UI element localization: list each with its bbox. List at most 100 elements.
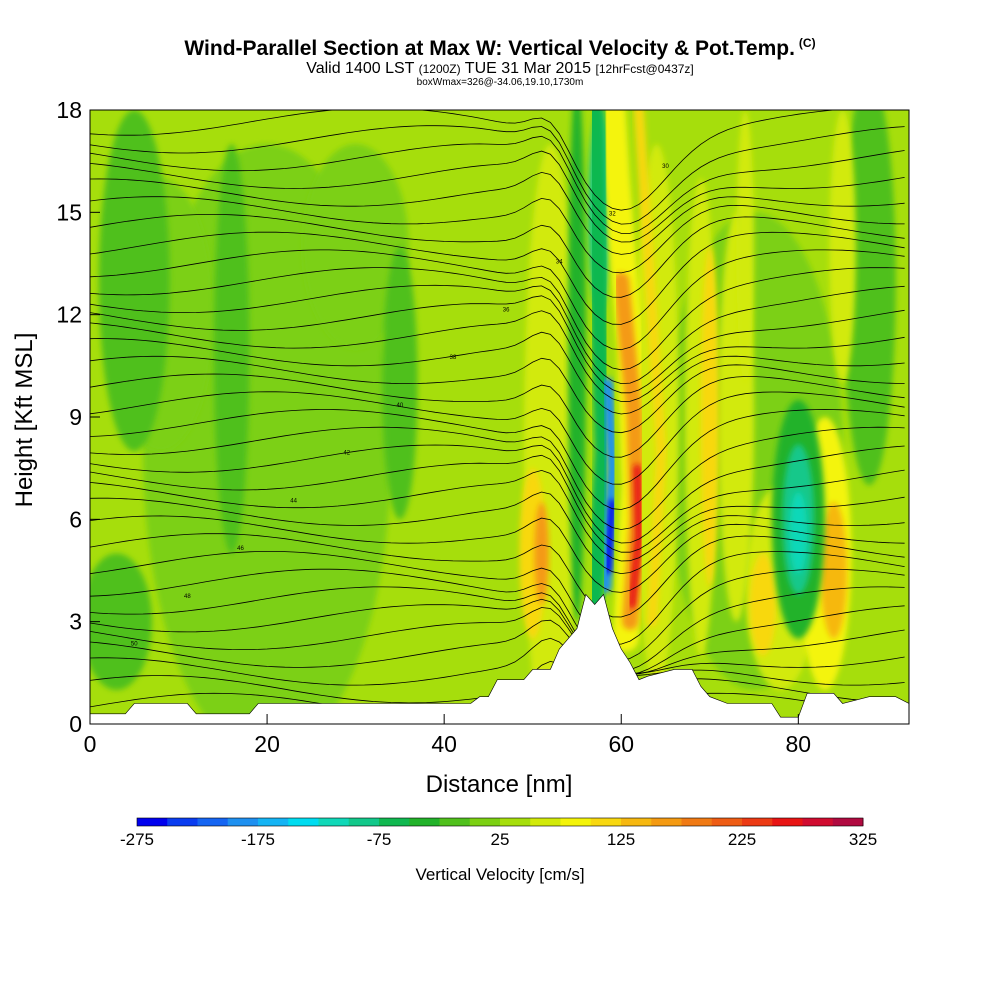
contour-label: 50 — [131, 642, 138, 648]
y-tick-label: 6 — [69, 506, 82, 532]
colorbar-swatch — [348, 818, 380, 826]
colorbar-swatch — [560, 818, 592, 826]
velocity-feature — [98, 110, 170, 452]
isentrope-line — [90, 491, 905, 575]
colorbar-swatch — [621, 818, 652, 826]
colorbar-swatch — [530, 818, 561, 826]
velocity-feature — [829, 110, 856, 383]
colorbar-swatch — [500, 818, 531, 826]
colorbar-label: 25 — [491, 830, 510, 849]
isentrope-line — [90, 196, 905, 274]
colorbar-swatch — [832, 818, 864, 826]
colorbar-label: -175 — [241, 830, 275, 849]
isentrope-line — [90, 249, 905, 351]
contour-label: 40 — [397, 403, 404, 409]
colorbar-swatch — [711, 818, 743, 826]
isentrope-line — [90, 231, 905, 325]
isentrope-line — [90, 295, 905, 394]
contour-label: 44 — [290, 498, 297, 504]
colorbar-swatch — [379, 818, 410, 826]
colorbar-swatch — [469, 818, 501, 826]
isentrope-line — [90, 310, 905, 402]
isentrope-line — [90, 551, 905, 645]
isentrope-line — [90, 409, 905, 510]
isentrope-line — [90, 267, 905, 371]
isentrope-line — [90, 454, 905, 553]
valid-prefix: Valid 1400 LST — [306, 60, 415, 77]
colorbar-swatch — [802, 818, 834, 826]
contour-label: 46 — [237, 546, 244, 552]
colorbar-title: Vertical Velocity [cm/s] — [415, 865, 584, 884]
title-mark: (C) — [798, 36, 816, 50]
isentrope-line — [90, 135, 905, 234]
velocity-feature — [700, 246, 719, 588]
colorbar-swatch — [137, 818, 168, 826]
updraft-max — [627, 464, 644, 609]
isentrope-line — [90, 469, 905, 562]
colorbar-swatch — [742, 818, 773, 826]
velocity-feature — [736, 110, 755, 383]
colorbar-label: 125 — [607, 830, 635, 849]
colorbar-swatch — [318, 818, 350, 826]
isentrope-line — [90, 607, 905, 675]
y-tick-label: 12 — [56, 302, 82, 328]
isentrope-line — [90, 568, 905, 662]
colorbar-swatch — [409, 818, 440, 826]
colorbar-swatch — [651, 818, 682, 826]
colorbar-swatch — [590, 818, 622, 826]
colorbar-swatch — [288, 818, 319, 826]
velocity-feature — [842, 110, 896, 486]
colorbar-frame — [136, 817, 864, 827]
downdraft-max — [605, 499, 616, 574]
colorbar-swatch — [258, 818, 289, 826]
isentrope-line — [90, 533, 905, 618]
valid-date: TUE 31 Mar 2015 — [464, 60, 592, 77]
velocity-feature — [213, 144, 250, 554]
title-text: Wind-Parallel Section at Max W: Vertical… — [184, 37, 795, 60]
colorbar: -275 -175 -75 25 125 225 325 — [120, 817, 877, 849]
x-tick-label: 60 — [608, 731, 634, 757]
y-axis-title: Height [Kft MSL] — [11, 333, 38, 508]
velocity-feature — [382, 246, 418, 520]
contour-label: 32 — [609, 212, 616, 218]
forecast-info: [12hrFcst@0437z] — [595, 62, 694, 76]
x-tick-label: 20 — [254, 731, 280, 757]
y-tick-label: 9 — [69, 404, 82, 430]
isentrope-line — [90, 125, 905, 225]
updraft-band — [634, 110, 667, 627]
x-tick-label: 0 — [84, 731, 97, 757]
valid-zulu: (1200Z) — [418, 62, 461, 76]
isentrope-line — [90, 150, 905, 243]
isentrope-line — [90, 619, 905, 674]
colorbar-swatch — [772, 818, 803, 826]
y-tick-label: 3 — [69, 609, 82, 635]
contour-label: 42 — [343, 451, 350, 457]
contour-label: 38 — [450, 355, 457, 361]
contour-label: 48 — [184, 594, 191, 600]
velocity-feature — [749, 553, 777, 656]
contour-label: 30 — [662, 164, 669, 170]
downdraft-band — [585, 110, 613, 614]
isentrope-line — [90, 586, 905, 672]
colorbar-swatch — [227, 818, 259, 826]
x-axis-title: Distance [nm] — [426, 771, 573, 798]
x-tick-label: 40 — [431, 731, 457, 757]
isentrope-line — [90, 426, 905, 530]
contour-label: 36 — [503, 307, 510, 313]
x-tick-label: 80 — [786, 731, 812, 757]
isentrope-line — [90, 110, 839, 211]
y-tick-label: 15 — [56, 199, 82, 225]
colorbar-swatch — [197, 818, 229, 826]
colorbar-swatch — [681, 818, 713, 826]
velocity-feature — [90, 553, 152, 690]
isentrope-line — [90, 284, 905, 385]
valid-time-line: Valid 1400 LST (1200Z) TUE 31 Mar 2015 [… — [0, 60, 1000, 78]
plot-area: 50 48 46 44 42 40 38 36 34 32 30 — [90, 110, 909, 724]
isentrope-line — [90, 444, 905, 544]
isentrope-line — [90, 391, 905, 485]
isentrope-line — [90, 515, 905, 593]
isentrope-line — [90, 637, 905, 686]
isentrope-line — [90, 331, 905, 415]
y-tick-label: 0 — [69, 711, 82, 737]
